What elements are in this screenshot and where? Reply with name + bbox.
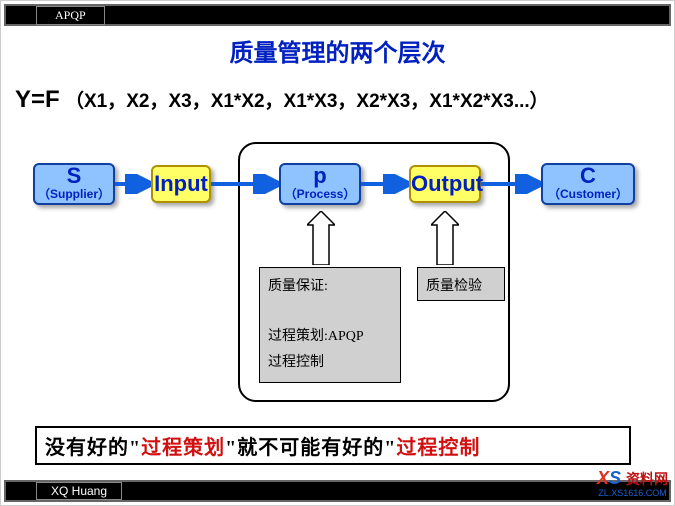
top-bar: APQP [4,4,671,26]
node-p-label: p [281,165,359,187]
bottom-bar: XQ Huang [4,480,671,502]
arrow-h-2 [361,174,409,194]
top-bar-label: APQP [36,6,105,25]
node-p: p（Process） [279,163,361,205]
node-c-sublabel: （Customer） [543,187,633,203]
arrow-h-3 [481,174,541,194]
watermark: XS 资料网 ZL.XS1616.COM [597,469,668,499]
title-text: 质量管理的两个层次 [230,41,446,67]
arrow-h-0 [115,174,151,194]
node-input-label: Input [153,173,209,195]
bottom-statement: 没有好的"过程策划"就不可能有好的"过程控制 [35,426,631,465]
formula-lead: Y=F [15,86,60,113]
watermark-url: ZL.XS1616.COM [597,489,668,499]
node-output-label: Output [411,173,479,195]
node-c: C（Customer） [541,163,635,205]
callout-0: 质量保证: 过程策划:APQP过程控制 [259,267,401,383]
arrow-up-0 [307,211,335,265]
node-s-sublabel: （Supplier） [35,187,113,203]
node-p-sublabel: （Process） [281,187,359,203]
callout-1: 质量检验 [417,267,505,301]
arrow-h-1 [211,174,279,194]
formula: Y=F （X1，X2，X3，X1*X2，X1*X3，X2*X3，X1*X2*X3… [15,86,549,114]
formula-rest: （X1，X2，X3，X1*X2，X1*X3，X2*X3，X1*X2*X3...） [65,91,549,112]
watermark-brand: XS 资料网 [597,469,668,489]
slide-title: 质量管理的两个层次 [1,33,674,68]
node-s-label: S [35,165,113,187]
arrow-up-1 [431,211,459,265]
node-s: S（Supplier） [33,163,115,205]
slide: APQP 质量管理的两个层次 Y=F （X1，X2，X3，X1*X2，X1*X3… [0,0,675,506]
node-output: Output [409,165,481,203]
bottom-bar-label: XQ Huang [36,482,122,500]
node-input: Input [151,165,211,203]
node-c-label: C [543,165,633,187]
